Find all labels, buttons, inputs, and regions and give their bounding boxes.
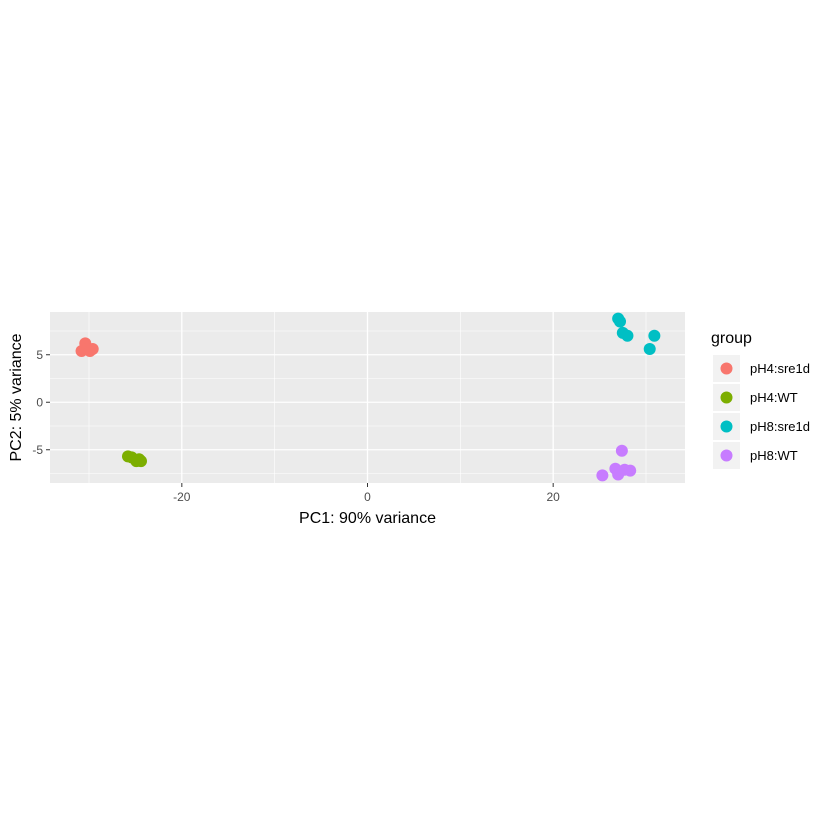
data-point [86, 343, 99, 356]
data-point [134, 455, 147, 468]
x-tick-label: -20 [173, 490, 191, 504]
data-point [621, 329, 634, 342]
y-axis-title: PC2: 5% variance [8, 333, 25, 461]
legend-marker [720, 391, 733, 404]
y-tick-label: -5 [32, 443, 43, 457]
legend-entry-label: pH4:sre1d [750, 361, 810, 376]
y-tick-label: 0 [36, 395, 43, 409]
data-point [614, 315, 627, 328]
grid-lines [50, 312, 685, 483]
data-point [643, 343, 656, 356]
y-axis: -5 0 5 [32, 348, 50, 457]
data-point [624, 464, 637, 477]
data-point [648, 329, 661, 342]
legend-marker [720, 449, 733, 462]
data-point [615, 444, 628, 457]
x-tick-label: 0 [364, 490, 371, 504]
legend: group pH4:sre1d pH4:WT pH8:sre1d pH8:WT [711, 330, 810, 469]
legend-entry-label: pH8:WT [750, 448, 798, 463]
x-axis-title: PC1: 90% variance [299, 510, 436, 527]
data-point [596, 469, 609, 482]
x-tick-label: 20 [546, 490, 560, 504]
legend-entry-label: pH4:WT [750, 390, 798, 405]
data-points [75, 312, 661, 482]
legend-marker [720, 420, 733, 433]
legend-title: group [711, 330, 752, 347]
y-tick-label: 5 [36, 348, 43, 362]
legend-entry-label: pH8:sre1d [750, 419, 810, 434]
legend-marker [720, 362, 733, 375]
x-axis: -20 0 20 [173, 483, 560, 504]
